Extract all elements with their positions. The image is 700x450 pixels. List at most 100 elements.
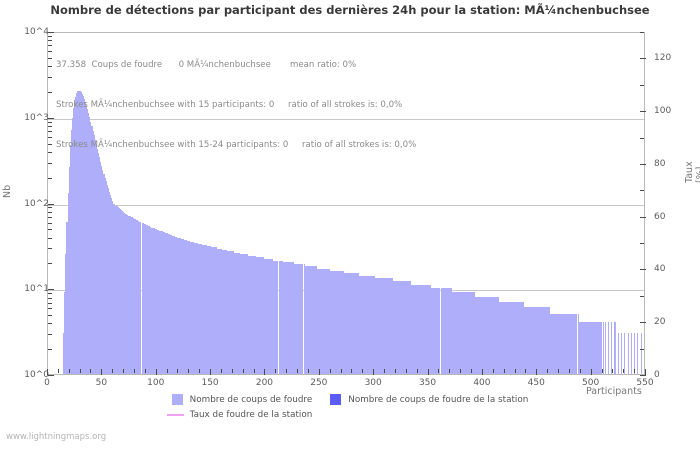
x-tick-label: 550 (636, 378, 654, 388)
histogram-bar (81, 94, 83, 374)
histogram-bar (116, 206, 118, 374)
histogram-bar (592, 322, 594, 374)
histogram-bar (330, 270, 332, 374)
histogram-bar (565, 314, 567, 374)
histogram-bar (283, 262, 286, 374)
x-tick-label: 400 (473, 378, 491, 388)
histogram-bar (529, 307, 531, 374)
y-tick-right (640, 163, 646, 165)
histogram-bar (577, 314, 579, 374)
x-tick (253, 369, 255, 373)
histogram-bar (64, 292, 66, 374)
x-tick (645, 369, 646, 375)
histogram-bar (93, 135, 95, 374)
x-tick (438, 369, 440, 373)
histogram-bar (278, 260, 280, 374)
histogram-bar (145, 224, 147, 374)
histogram-bar (263, 257, 265, 374)
histogram-bar (461, 292, 463, 374)
y-tick-right (640, 32, 644, 33)
y-tick-left-minor (48, 302, 52, 304)
histogram-bar (551, 314, 553, 374)
histogram-bar (190, 241, 192, 374)
histogram-bar (587, 322, 589, 374)
legend-label-station: Nombre de coups de foudre de la station (348, 394, 529, 405)
histogram-bar (507, 301, 509, 374)
histogram-bar (235, 252, 237, 374)
histogram-bar (192, 241, 194, 374)
histogram-bar (125, 213, 127, 374)
histogram-bar (325, 268, 327, 374)
x-tick-label: 500 (582, 378, 600, 388)
y-tick-label-left: 10^4 (24, 27, 49, 37)
histogram-bar (304, 266, 306, 374)
histogram-bar (372, 275, 374, 374)
histogram-bar (287, 262, 289, 374)
legend-item-station[interactable]: Nombre de coups de foudre de la station (330, 394, 528, 405)
y-tick-left-minor (48, 57, 52, 59)
y-tick-right (640, 137, 644, 139)
histogram-bar (559, 314, 561, 374)
histogram-bar (335, 270, 337, 374)
histogram-bar (187, 240, 189, 374)
y-tick-left-major (48, 375, 54, 376)
y-tick-left-minor (48, 126, 52, 128)
x-tick (231, 369, 233, 373)
histogram-bar (266, 258, 268, 374)
histogram-bar (532, 307, 534, 374)
y-tick-left-minor (48, 229, 52, 231)
histogram-bar (360, 275, 362, 374)
histogram-bar (319, 268, 321, 374)
histogram-bar (373, 275, 375, 374)
histogram-bar (241, 254, 243, 374)
legend: Nombre de coups de foudre Nombre de coup… (0, 392, 700, 422)
histogram-bar (261, 257, 263, 374)
histogram-bar (599, 322, 601, 374)
plot-area (47, 32, 645, 375)
histogram-bar (430, 288, 432, 374)
histogram-bar (333, 270, 336, 374)
histogram-bar (640, 333, 642, 374)
x-tick (481, 369, 483, 375)
histogram-bar (342, 270, 344, 374)
histogram-bar (408, 281, 411, 374)
y-tick-left-minor (48, 308, 52, 310)
histogram-bar (316, 268, 318, 374)
histogram-bar (574, 314, 576, 374)
histogram-bar (381, 278, 383, 374)
histogram-bar (463, 292, 465, 374)
histogram-bar (219, 248, 221, 374)
histogram-bar (80, 92, 82, 374)
histogram-bar (175, 236, 177, 374)
histogram-bar (226, 249, 228, 374)
histogram-bar (216, 248, 218, 374)
histogram-bar (454, 292, 456, 374)
y-tick-right (640, 58, 646, 60)
histogram-bar (436, 288, 438, 374)
histogram-bar (225, 249, 227, 374)
histogram-bar (174, 235, 176, 374)
y-tick-left-major (48, 289, 54, 291)
histogram-bar (495, 296, 498, 374)
histogram-bar (502, 301, 504, 374)
histogram-bar (538, 307, 540, 374)
legend-item-total[interactable]: Nombre de coups de foudre (171, 394, 312, 405)
histogram-bar (542, 307, 544, 374)
histogram-bar (337, 270, 339, 374)
histogram-bar (377, 278, 379, 374)
histogram-bar (547, 307, 549, 374)
annotation-block: 37.358 Coups de foudre 0 MÃ¼nchenbuchsee… (56, 33, 416, 178)
histogram-bar (345, 273, 347, 374)
histogram-bar (476, 296, 478, 374)
y-tick-right (640, 216, 646, 218)
y-tick-right (640, 348, 644, 350)
histogram-bar (440, 288, 442, 374)
histogram-bar (567, 314, 569, 374)
x-tick (449, 369, 451, 373)
histogram-bar (379, 278, 381, 374)
histogram-bar (344, 273, 346, 374)
y-tick-left-minor (48, 40, 52, 42)
legend-item-rate[interactable]: Taux de foudre de la station (166, 410, 312, 420)
histogram-bar (127, 215, 129, 374)
